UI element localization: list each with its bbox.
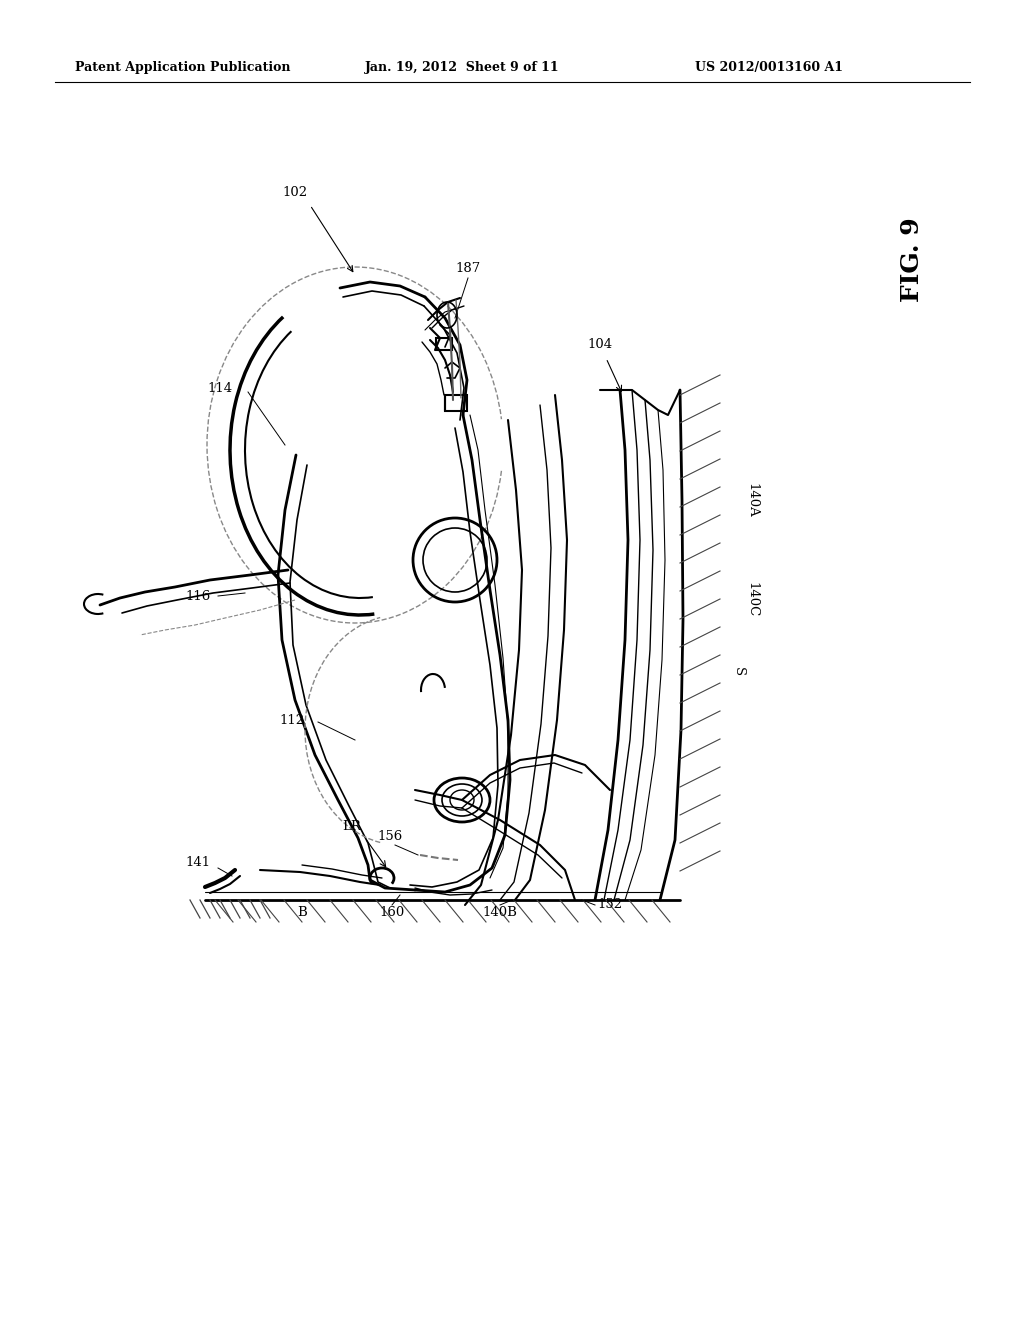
Text: 156: 156 (378, 829, 402, 842)
Text: Patent Application Publication: Patent Application Publication (75, 62, 291, 74)
Text: Jan. 19, 2012  Sheet 9 of 11: Jan. 19, 2012 Sheet 9 of 11 (365, 62, 560, 74)
Text: 187: 187 (456, 261, 480, 275)
Text: 114: 114 (208, 381, 232, 395)
Text: 102: 102 (283, 186, 307, 198)
Text: B: B (297, 906, 307, 919)
Text: 140A: 140A (745, 483, 759, 517)
Text: US 2012/0013160 A1: US 2012/0013160 A1 (695, 62, 843, 74)
Text: 160: 160 (379, 906, 404, 919)
Text: 112: 112 (280, 714, 304, 726)
Text: 152: 152 (597, 899, 623, 912)
Text: 116: 116 (185, 590, 211, 602)
Text: 140C: 140C (745, 582, 759, 618)
Text: 141: 141 (185, 855, 211, 869)
Text: LR: LR (343, 820, 361, 833)
Text: 140B: 140B (482, 906, 517, 919)
Text: 104: 104 (588, 338, 612, 351)
Text: S: S (731, 668, 744, 677)
Text: FIG. 9: FIG. 9 (900, 218, 924, 302)
